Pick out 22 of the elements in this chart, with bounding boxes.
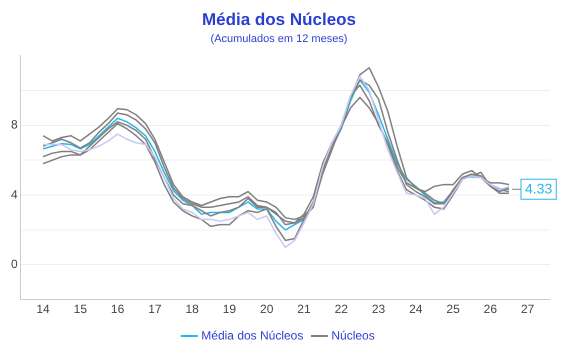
- x-tick-label: 20: [260, 302, 274, 316]
- y-tick-label: 8: [10, 118, 18, 132]
- legend-label: Núcleos: [331, 328, 375, 342]
- x-tick-label: 22: [334, 302, 348, 316]
- data-label: 4.33: [524, 180, 552, 197]
- x-tick-label: 26: [484, 302, 498, 316]
- x-tick-label: 21: [297, 302, 311, 316]
- x-tick-label: 24: [409, 302, 423, 316]
- chart-title: Média dos Núcleos: [202, 10, 356, 29]
- x-tick-label: 16: [110, 302, 125, 316]
- x-tick-label: 25: [446, 302, 460, 316]
- x-tick-label: 14: [36, 302, 50, 316]
- x-tick-label: 17: [148, 302, 162, 316]
- legend-label: Média dos Núcleos: [201, 328, 304, 342]
- chart-subtitle: (Acumulados em 12 meses): [210, 33, 348, 46]
- y-tick-label: 0: [10, 257, 18, 272]
- x-tick-label: 15: [74, 302, 88, 316]
- x-tick-label: 23: [372, 302, 386, 316]
- x-tick-label: 27: [520, 302, 535, 316]
- x-tick-label: 18: [185, 302, 200, 316]
- y-tick-label: 4: [10, 187, 18, 202]
- x-tick-label: 19: [222, 302, 236, 316]
